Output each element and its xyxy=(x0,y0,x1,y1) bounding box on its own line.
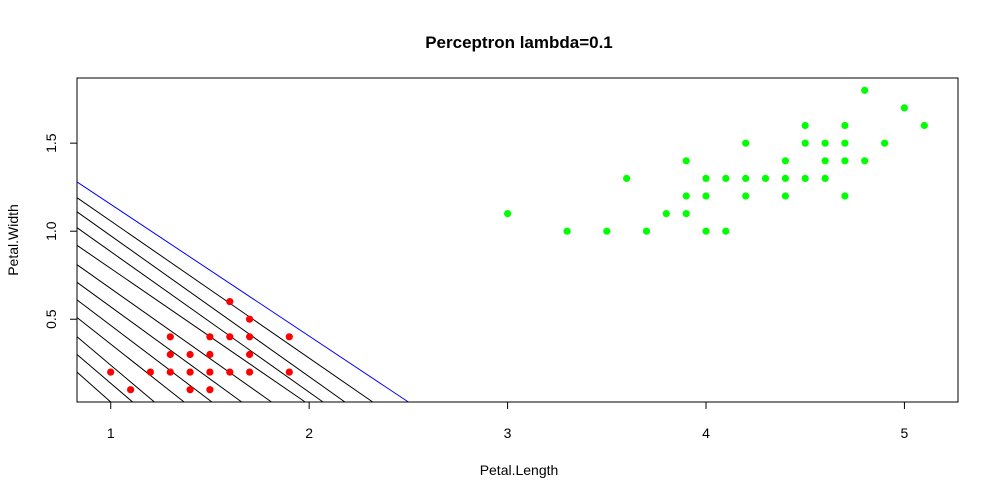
x-tick-label: 4 xyxy=(702,425,710,441)
decision-line-2 xyxy=(76,354,133,403)
data-point-s1-14 xyxy=(226,298,234,306)
data-point-s1-6 xyxy=(166,368,174,376)
data-point-s2-8 xyxy=(682,192,690,200)
data-point-s2-17 xyxy=(742,192,750,200)
data-points xyxy=(107,86,928,394)
data-point-s2-2 xyxy=(563,227,571,235)
data-point-s2-35 xyxy=(900,104,909,112)
data-point-s2-9 xyxy=(682,210,690,218)
decision-line-12 xyxy=(76,181,409,403)
decision-line-9 xyxy=(76,227,324,403)
data-point-s1-8 xyxy=(186,368,194,376)
data-point-s2-10 xyxy=(702,174,710,182)
data-point-s1-19 xyxy=(246,350,254,359)
data-point-s1-2 xyxy=(127,386,135,394)
decision-lines xyxy=(76,181,409,403)
data-point-s2-18 xyxy=(761,174,770,182)
data-point-s2-1 xyxy=(504,210,512,218)
data-point-s1-10 xyxy=(206,333,214,341)
data-point-s1-20 xyxy=(246,368,254,376)
x-tick-label: 5 xyxy=(901,425,909,441)
data-point-s2-15 xyxy=(742,139,750,147)
data-point-s2-3 xyxy=(603,227,611,235)
data-point-s2-30 xyxy=(841,157,849,165)
data-point-s1-12 xyxy=(206,368,214,376)
data-point-s2-29 xyxy=(841,139,849,147)
data-point-s2-26 xyxy=(821,157,829,165)
data-point-s2-5 xyxy=(642,227,651,235)
x-tick-label: 1 xyxy=(107,425,115,441)
data-point-s1-13 xyxy=(206,386,214,394)
y-axis: 0.5 1.0 1.5 xyxy=(43,133,78,329)
data-point-s1-1 xyxy=(107,368,115,376)
y-tick-label: 0.5 xyxy=(43,309,59,329)
data-point-s1-3 xyxy=(146,368,154,376)
y-tick-label: 1.0 xyxy=(43,221,59,241)
data-point-s1-22 xyxy=(285,368,293,376)
data-point-s2-25 xyxy=(821,139,829,147)
data-point-s2-36 xyxy=(920,121,928,130)
chart-title: Perceptron lambda=0.1 xyxy=(425,33,613,52)
data-point-s2-6 xyxy=(662,210,670,218)
x-tick-label: 2 xyxy=(305,425,313,441)
data-point-s1-5 xyxy=(166,350,174,359)
data-point-s2-21 xyxy=(781,192,790,200)
x-axis-label: Petal.Length xyxy=(480,462,559,478)
decision-line-10 xyxy=(76,211,346,403)
data-point-s2-4 xyxy=(623,174,631,182)
data-point-s2-12 xyxy=(702,227,710,235)
decision-line-3 xyxy=(76,336,155,403)
decision-line-1 xyxy=(76,371,112,403)
data-point-s1-15 xyxy=(226,333,234,341)
decision-line-7 xyxy=(76,264,272,403)
data-point-s1-11 xyxy=(206,350,214,359)
data-point-s2-34 xyxy=(881,139,889,147)
decision-line-5 xyxy=(76,299,213,403)
data-point-s2-7 xyxy=(682,157,690,165)
x-axis: 1 2 3 4 5 xyxy=(107,401,909,441)
decision-line-4 xyxy=(76,317,185,403)
data-point-s1-21 xyxy=(285,333,293,341)
data-point-s2-33 xyxy=(861,157,869,165)
data-point-s2-14 xyxy=(722,227,730,235)
data-point-s2-23 xyxy=(801,139,809,147)
decision-line-11 xyxy=(76,197,373,403)
data-point-s2-16 xyxy=(742,174,750,182)
data-point-s1-7 xyxy=(186,350,194,359)
data-point-s2-19 xyxy=(781,157,790,165)
x-tick-label: 3 xyxy=(504,425,512,441)
y-axis-label: Petal.Width xyxy=(5,204,21,276)
data-point-s2-32 xyxy=(861,86,869,94)
decision-line-6 xyxy=(76,281,242,403)
data-point-s1-4 xyxy=(166,333,174,341)
data-point-s2-27 xyxy=(821,174,829,182)
data-point-s1-18 xyxy=(246,333,254,341)
data-point-s2-31 xyxy=(841,192,849,200)
data-point-s1-9 xyxy=(186,386,194,394)
data-point-s2-24 xyxy=(801,174,809,182)
data-point-s1-16 xyxy=(226,368,234,376)
data-point-s2-22 xyxy=(801,121,809,130)
data-point-s2-13 xyxy=(722,174,730,182)
data-point-s2-28 xyxy=(841,121,849,130)
data-point-s2-11 xyxy=(702,192,710,200)
data-point-s1-17 xyxy=(246,315,254,323)
decision-line-8 xyxy=(76,244,306,403)
y-tick-label: 1.5 xyxy=(43,133,59,153)
data-point-s2-20 xyxy=(781,174,790,182)
